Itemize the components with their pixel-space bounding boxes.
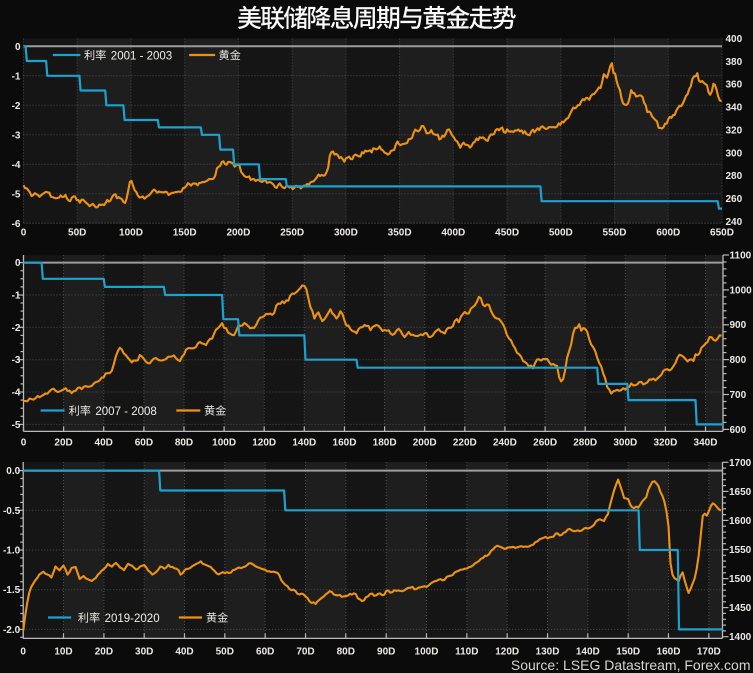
svg-text:180D: 180D (373, 438, 397, 449)
svg-text:-1.0: -1.0 (3, 546, 21, 557)
svg-text:2007 - 2008: 2007 - 2008 (95, 406, 156, 418)
svg-text:280D: 280D (573, 438, 597, 449)
svg-text:120D: 120D (252, 438, 276, 449)
svg-text:-1.5: -1.5 (3, 585, 21, 596)
svg-text:-4: -4 (12, 388, 21, 399)
svg-text:-5: -5 (12, 420, 21, 431)
svg-text:260: 260 (726, 194, 743, 205)
svg-text:140D: 140D (576, 647, 600, 658)
svg-text:340D: 340D (694, 438, 718, 449)
svg-text:1600: 1600 (729, 516, 752, 527)
svg-text:150D: 150D (173, 228, 197, 239)
svg-text:1100: 1100 (730, 251, 752, 262)
svg-text:1000: 1000 (730, 285, 753, 296)
svg-text:380: 380 (726, 57, 743, 68)
svg-text:1400: 1400 (729, 632, 752, 643)
svg-text:60D: 60D (135, 438, 153, 449)
svg-text:0: 0 (15, 258, 21, 269)
svg-text:1650: 1650 (729, 487, 752, 498)
svg-text:1500: 1500 (729, 574, 752, 585)
svg-text:1450: 1450 (729, 603, 752, 614)
svg-text:-6: -6 (12, 219, 21, 230)
svg-text:300: 300 (726, 148, 743, 159)
svg-text:-2: -2 (12, 323, 21, 334)
svg-text:40D: 40D (175, 647, 193, 658)
svg-text:160D: 160D (333, 438, 357, 449)
svg-text:-3: -3 (12, 355, 21, 366)
svg-text:130D: 130D (536, 647, 560, 658)
svg-text:-5: -5 (12, 189, 21, 200)
svg-text:2019-2020: 2019-2020 (105, 613, 160, 625)
svg-text:280: 280 (726, 171, 743, 182)
svg-text:-4: -4 (12, 160, 21, 171)
svg-text:900: 900 (730, 320, 747, 331)
svg-text:300D: 300D (613, 438, 637, 449)
svg-text:350D: 350D (388, 228, 412, 239)
svg-text:260D: 260D (533, 438, 557, 449)
svg-text:-2: -2 (12, 101, 21, 112)
svg-text:50D: 50D (68, 228, 86, 239)
svg-text:90D: 90D (377, 647, 395, 658)
svg-text:1550: 1550 (729, 545, 752, 556)
svg-text:160D: 160D (657, 647, 681, 658)
svg-text:240: 240 (726, 217, 743, 228)
svg-text:80D: 80D (337, 647, 355, 658)
svg-text:100D: 100D (212, 438, 236, 449)
svg-text:220D: 220D (453, 438, 477, 449)
svg-text:120D: 120D (495, 647, 519, 658)
svg-text:-1: -1 (12, 71, 21, 82)
svg-text:-3: -3 (12, 130, 21, 141)
svg-text:400D: 400D (441, 228, 465, 239)
svg-text:0: 0 (20, 647, 26, 658)
svg-text:550D: 550D (603, 228, 627, 239)
svg-text:650D: 650D (710, 228, 734, 239)
svg-text:100D: 100D (119, 228, 143, 239)
svg-text:110D: 110D (455, 647, 478, 658)
svg-text:400: 400 (726, 34, 743, 45)
svg-text:20D: 20D (54, 438, 72, 449)
svg-text:340: 340 (726, 103, 743, 114)
svg-text:0.0: 0.0 (6, 466, 20, 477)
svg-text:-1: -1 (12, 291, 21, 302)
svg-text:80D: 80D (175, 438, 193, 449)
svg-text:170D: 170D (697, 647, 721, 658)
svg-text:40D: 40D (95, 438, 113, 449)
svg-text:0: 0 (15, 42, 21, 53)
svg-text:-0.5: -0.5 (3, 506, 21, 517)
svg-text:0: 0 (21, 438, 27, 449)
svg-text:360: 360 (726, 80, 743, 91)
svg-text:800: 800 (730, 355, 747, 366)
svg-text:70D: 70D (296, 647, 314, 658)
svg-text:450D: 450D (495, 228, 519, 239)
svg-text:200D: 200D (413, 438, 437, 449)
svg-text:-2.0: -2.0 (3, 625, 21, 636)
svg-text:200D: 200D (226, 228, 250, 239)
svg-text:20D: 20D (95, 647, 113, 658)
svg-text:300D: 300D (334, 228, 358, 239)
svg-text:30D: 30D (135, 647, 153, 658)
svg-text:10D: 10D (54, 647, 72, 658)
svg-text:0: 0 (21, 228, 27, 239)
svg-text:150D: 150D (616, 647, 640, 658)
svg-text:2001 - 2003: 2001 - 2003 (111, 50, 172, 62)
svg-text:140D: 140D (292, 438, 316, 449)
svg-text:Source: LSEG Datastream, Forex: Source: LSEG Datastream, Forex.com (511, 657, 751, 673)
svg-text:320: 320 (726, 125, 743, 136)
svg-text:700: 700 (730, 390, 747, 401)
svg-text:50D: 50D (216, 647, 234, 658)
svg-text:60D: 60D (256, 647, 274, 658)
svg-text:1700: 1700 (729, 458, 752, 469)
svg-text:100D: 100D (415, 647, 439, 658)
svg-text:250D: 250D (280, 228, 304, 239)
svg-text:240D: 240D (493, 438, 517, 449)
svg-text:500D: 500D (549, 228, 573, 239)
svg-text:600D: 600D (656, 228, 680, 239)
svg-text:600: 600 (730, 425, 747, 436)
svg-text:320D: 320D (653, 438, 677, 449)
